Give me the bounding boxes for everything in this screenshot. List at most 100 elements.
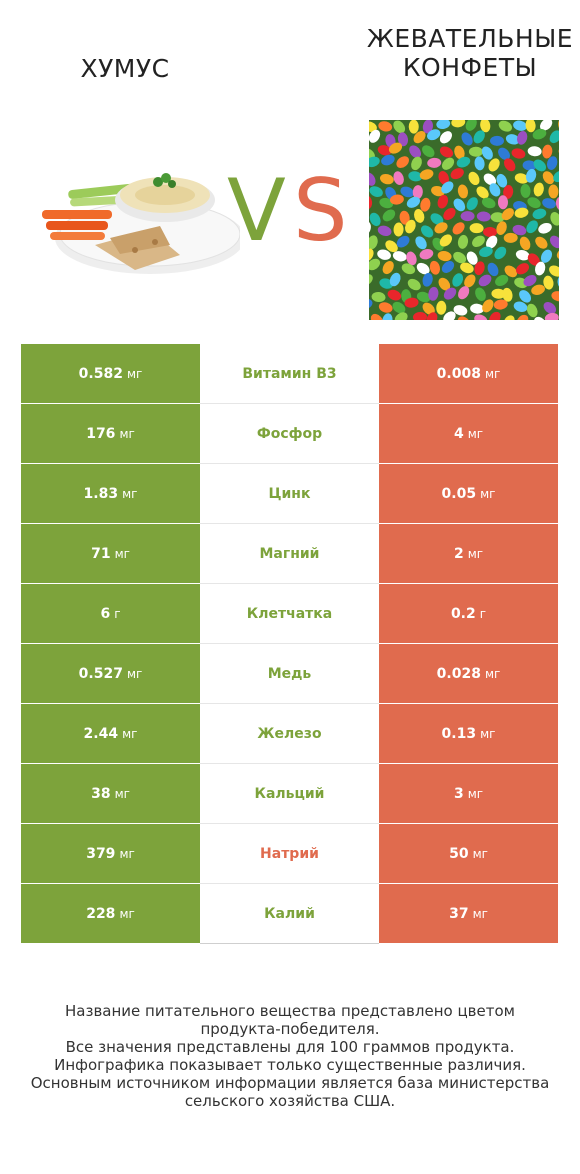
jelly-bean [369, 129, 381, 143]
jelly-bean [512, 224, 527, 236]
jelly-bean [392, 251, 407, 262]
jelly-bean [527, 197, 541, 209]
nutrient-name: Клетчатка [200, 584, 379, 643]
jelly-bean [456, 156, 471, 168]
jelly-bean [476, 186, 489, 199]
left-value: 0.527 [78, 665, 123, 682]
jelly-bean [377, 249, 391, 260]
jelly-bean [413, 130, 426, 144]
left-value-cell: 176 мг [21, 404, 200, 463]
jelly-bean [472, 235, 485, 248]
left-value: 38 [91, 785, 111, 802]
jelly-bean [483, 227, 498, 238]
jelly-bean [434, 222, 448, 234]
jelly-bean [514, 207, 529, 218]
right-value-cell: 0.13 мг [379, 704, 558, 763]
jelly-bean [441, 181, 454, 194]
jelly-bean [503, 315, 515, 320]
jelly-bean [382, 313, 393, 320]
left-unit: мг [114, 786, 130, 801]
right-unit: мг [484, 666, 501, 681]
nutrient-name: Витамин B3 [200, 344, 379, 403]
jelly-bean [464, 274, 476, 288]
jelly-bean [420, 197, 431, 212]
jelly-bean [422, 302, 435, 315]
right-value: 4 [453, 425, 464, 442]
jelly-bean [453, 305, 468, 316]
jelly-bean [519, 290, 532, 303]
left-value-cell: 0.582 мг [21, 344, 200, 403]
jelly-bean [466, 197, 478, 211]
right-value-cell: 4 мг [379, 404, 558, 463]
jelly-bean [538, 222, 552, 234]
right-unit: мг [467, 426, 484, 441]
jelly-bean [481, 146, 493, 160]
jelly-bean [533, 182, 544, 197]
jelly-bean [370, 313, 383, 320]
left-value-cell: 228 мг [21, 884, 200, 943]
jelly-bean [474, 261, 485, 276]
jelly-bean [369, 235, 378, 250]
jelly-bean [460, 211, 475, 222]
jelly-bean [377, 225, 392, 236]
jelly-bean [438, 277, 451, 291]
jelly-bean [542, 144, 553, 159]
jelly-bean [371, 291, 386, 303]
jelly-bean [461, 132, 473, 146]
jelly-bean [369, 212, 381, 227]
jelly-bean [493, 299, 508, 310]
jelly-bean [387, 289, 402, 301]
jelly-bean [405, 219, 416, 234]
jelly-bean [515, 249, 530, 261]
table-bottom-line [200, 943, 379, 944]
jelly-bean [427, 157, 442, 168]
jelly-bean [513, 120, 527, 131]
jelly-bean [480, 120, 491, 133]
jelly-bean [491, 288, 506, 299]
comparison-table: 0.582 мг Витамин B3 0.008 мг 176 мг Фосфор 4 мг 1.… [21, 344, 558, 944]
right-value-cell: 0.028 мг [379, 644, 558, 703]
vs-label: V S [227, 166, 353, 260]
jelly-bean [415, 236, 427, 250]
jelly-bean [542, 198, 556, 209]
left-unit: мг [119, 906, 135, 921]
jelly-bean [388, 142, 403, 154]
jelly-bean [540, 249, 553, 263]
jelly-bean [369, 298, 373, 310]
jelly-bean [548, 184, 559, 199]
jelly-bean [502, 287, 513, 302]
jelly-bean [369, 195, 373, 210]
jelly-bean [498, 120, 512, 132]
table-row: 0.582 мг Витамин B3 0.008 мг [21, 344, 558, 404]
jelly-bean [457, 234, 469, 249]
nutrient-name: Калий [200, 884, 379, 943]
jelly-bean [369, 248, 374, 262]
table-row: 38 мг Кальций 3 мг [21, 764, 558, 824]
jelly-bean [382, 260, 394, 275]
jelly-bean [531, 284, 545, 295]
jelly-bean [439, 146, 454, 158]
table-row: 0.527 мг Медь 0.028 мг [21, 644, 558, 704]
jelly-bean [453, 198, 466, 212]
jelly-bean [422, 120, 433, 134]
product-title-right-line1: ЖЕВАТЕЛЬНЫЕ [366, 24, 574, 53]
right-unit: мг [467, 546, 484, 561]
jelly-bean [427, 129, 441, 141]
jelly-bean [369, 186, 383, 197]
jelly-bean [532, 128, 547, 140]
jelly-bean [385, 240, 398, 253]
jelly-bean [520, 183, 531, 198]
jelly-bean [516, 263, 530, 275]
jelly-bean [460, 262, 474, 274]
table-row: 176 мг Фосфор 4 мг [21, 404, 558, 464]
right-value-cell: 3 мг [379, 764, 558, 823]
jelly-bean [377, 145, 392, 156]
jelly-bean [476, 211, 491, 222]
jelly-bean [551, 291, 559, 302]
nutrient-name: Натрий [200, 824, 379, 883]
jelly-bean [458, 286, 470, 300]
jelly-bean [479, 246, 493, 257]
nutrient-name: Магний [200, 524, 379, 583]
jelly-bean [437, 194, 449, 209]
jelly-bean [473, 130, 485, 144]
